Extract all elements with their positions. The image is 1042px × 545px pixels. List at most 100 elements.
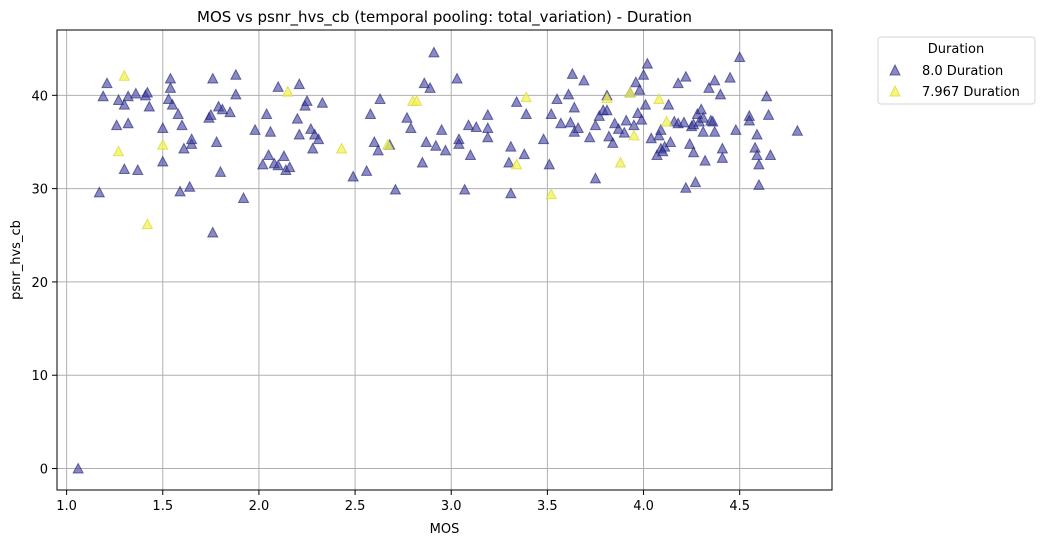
- point-8-0-duration: [631, 106, 644, 119]
- point-8-0-duration: [131, 163, 144, 175]
- point-8-0-duration: [428, 46, 440, 58]
- legend-label-7-967-duration: 7.967 Duration: [922, 85, 1020, 100]
- point-8-0-duration: [453, 137, 465, 149]
- point-8-0-duration: [110, 119, 123, 131]
- point-8-0-duration: [618, 126, 631, 138]
- point-8-0-duration: [708, 125, 721, 137]
- point-8-0-duration: [505, 140, 517, 152]
- point-8-0-duration: [272, 80, 284, 92]
- point-8-0-duration: [751, 128, 763, 140]
- point-8-0-duration: [603, 130, 615, 142]
- point-8-0-duration: [256, 158, 269, 170]
- point-8-0-duration: [183, 180, 196, 192]
- point-8-0-duration: [578, 74, 590, 86]
- chart-title: MOS vs psnr_hvs_cb (temporal pooling: to…: [197, 8, 692, 27]
- x-tick-label: 4.0: [633, 499, 654, 514]
- point-8-0-duration: [687, 146, 700, 158]
- point-8-0-duration: [697, 111, 709, 123]
- legend-box: [877, 36, 1036, 105]
- point-8-0-duration: [122, 117, 134, 129]
- point-8-0-duration: [481, 131, 494, 143]
- point-8-0-duration: [301, 94, 313, 106]
- point-8-0-duration: [176, 119, 188, 131]
- point-8-0-duration: [118, 162, 131, 175]
- point-8-0-duration: [118, 98, 131, 110]
- point-8-0-duration: [416, 156, 429, 168]
- point-8-0-duration: [206, 72, 219, 84]
- point-7-967-duration: [510, 158, 523, 170]
- point-8-0-duration: [630, 76, 642, 88]
- x-tick-label: 2.5: [345, 499, 366, 514]
- point-8-0-duration: [655, 123, 667, 135]
- point-7-967-duration: [141, 218, 154, 230]
- point-7-967-duration: [156, 138, 169, 150]
- axis-ticks: 1.0 1.5 2.0 2.5 3.0 3.5 4.0 4.5 0 10 20 30 40: [31, 89, 750, 514]
- point-7-967-duration: [112, 145, 125, 157]
- point-8-0-duration: [672, 77, 684, 89]
- point-8-0-duration: [418, 77, 431, 89]
- point-8-0-duration: [601, 104, 613, 116]
- point-8-0-duration: [306, 142, 319, 154]
- point-8-0-duration: [706, 115, 719, 127]
- point-7-967-duration: [601, 92, 613, 104]
- point-8-0-duration: [435, 123, 448, 135]
- x-axis-label: MOS: [430, 522, 460, 537]
- point-8-0-duration: [503, 156, 515, 168]
- legend-marker-8-0-duration: [889, 63, 901, 76]
- point-8-0-duration: [545, 107, 558, 119]
- point-8-0-duration: [564, 116, 577, 128]
- legend-marker-7-967-duration: [889, 84, 901, 97]
- point-8-0-duration: [683, 137, 696, 149]
- point-8-0-duration: [230, 68, 242, 80]
- point-8-0-duration: [703, 81, 715, 93]
- point-7-967-duration: [628, 129, 640, 141]
- point-8-0-duration: [566, 67, 579, 79]
- point-8-0-duration: [93, 186, 106, 198]
- point-8-0-duration: [751, 148, 763, 161]
- point-8-0-duration: [112, 93, 125, 105]
- point-8-0-duration: [130, 87, 142, 99]
- y-axis-label: psnr_hvs_cb: [9, 220, 24, 300]
- point-8-0-duration: [708, 74, 721, 86]
- point-8-0-duration: [283, 161, 296, 173]
- y-tick-label: 30: [31, 183, 48, 198]
- point-8-0-duration: [641, 57, 654, 69]
- point-8-0-duration: [185, 133, 198, 145]
- point-8-0-duration: [156, 121, 169, 133]
- point-8-0-duration: [372, 144, 384, 156]
- point-8-0-duration: [730, 123, 742, 135]
- point-8-0-duration: [716, 151, 729, 163]
- point-8-0-duration: [249, 123, 261, 135]
- point-8-0-duration: [206, 226, 219, 238]
- point-8-0-duration: [470, 120, 483, 133]
- point-8-0-duration: [293, 78, 306, 90]
- point-8-0-duration: [760, 90, 773, 102]
- point-8-0-duration: [364, 107, 377, 119]
- point-8-0-duration: [166, 98, 179, 110]
- point-8-0-duration: [753, 178, 765, 190]
- point-8-0-duration: [143, 100, 156, 112]
- point-8-0-duration: [172, 107, 184, 119]
- point-8-0-duration: [620, 114, 633, 126]
- point-8-0-duration: [458, 183, 471, 195]
- point-8-0-duration: [264, 125, 277, 137]
- point-7-967-duration: [410, 94, 423, 106]
- point-8-0-duration: [589, 172, 602, 184]
- point-8-0-duration: [612, 122, 625, 134]
- point-8-0-duration: [214, 165, 227, 177]
- x-tick-label: 1.0: [56, 499, 77, 514]
- point-8-0-duration: [374, 92, 386, 105]
- point-8-0-duration: [637, 68, 650, 80]
- point-8-0-duration: [174, 185, 186, 197]
- point-8-0-duration: [101, 77, 113, 89]
- point-8-0-duration: [510, 95, 523, 107]
- y-tick-label: 10: [31, 369, 48, 384]
- point-8-0-duration: [312, 133, 325, 145]
- point-8-0-duration: [764, 148, 777, 161]
- point-8-0-duration: [464, 148, 477, 161]
- point-8-0-duration: [368, 135, 381, 147]
- point-8-0-duration: [753, 158, 765, 170]
- point-8-0-duration: [237, 191, 250, 203]
- point-8-0-duration: [639, 98, 652, 110]
- point-8-0-duration: [439, 144, 452, 156]
